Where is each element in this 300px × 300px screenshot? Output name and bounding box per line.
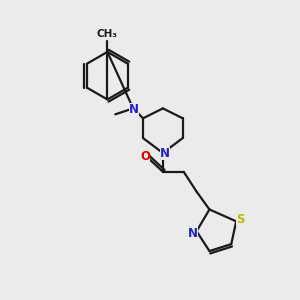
Text: N: N [129,103,139,116]
Text: N: N [160,148,170,160]
Text: N: N [188,227,198,240]
Text: CH₃: CH₃ [97,29,118,39]
Text: O: O [140,150,150,164]
Text: S: S [236,213,244,226]
